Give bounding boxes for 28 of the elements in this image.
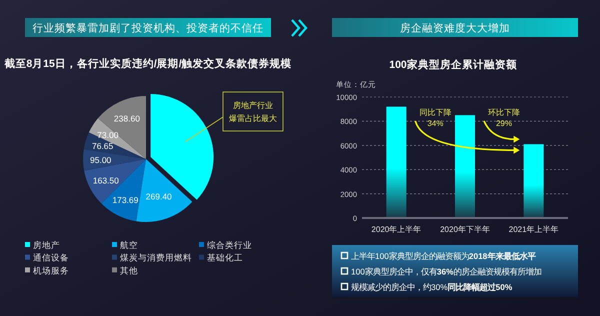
chart-title: 房企融资难度大大增加 bbox=[400, 22, 510, 34]
legend-label: 房地产 bbox=[33, 240, 60, 250]
text: 房地产行业爆雷占比最大 bbox=[229, 101, 277, 123]
chart-subtitle: 100家典型房企累计融资额 bbox=[389, 58, 518, 71]
data-label: 269.40 bbox=[146, 191, 172, 202]
chart-subtitle: 截至8月15日，各行业实质违约/展期/触发交叉条款债券规模 bbox=[3, 57, 292, 70]
x-tick-label: 2020年上半年 bbox=[371, 225, 422, 234]
data-label: 95.00 bbox=[90, 155, 112, 166]
annotation: 同比下降 34% bbox=[419, 108, 452, 128]
legend-label: 通信设备 bbox=[33, 252, 69, 263]
chart-title: 行业频繁暴雷加剧了投资机构、投资者的不信任 bbox=[32, 22, 264, 34]
data-label: 76.65 bbox=[92, 141, 114, 152]
data-label: 238.60 bbox=[114, 113, 140, 124]
x-tick-label: 2020年下半年 bbox=[440, 225, 490, 234]
legend-label: 其他 bbox=[120, 265, 138, 276]
x-tick-label: 2021年上半年 bbox=[508, 225, 559, 234]
legend-label: 航空 bbox=[120, 240, 138, 250]
text: 上半年100家典型房企的融资额为2018年来最低水平 bbox=[351, 251, 536, 261]
data-label: 73.00 bbox=[97, 130, 119, 140]
legend-label: 机场服务 bbox=[33, 265, 69, 276]
text: 规模减少的房企中，约30%同比降幅超过50% bbox=[351, 282, 513, 292]
legend-label: 综合类行业 bbox=[207, 240, 252, 250]
legend-label: 基础化工 bbox=[207, 252, 243, 263]
data-label: 173.69 bbox=[112, 194, 139, 205]
data-label: 163.50 bbox=[92, 176, 120, 186]
legend-label: 煤炭与消费用燃料 bbox=[120, 252, 192, 263]
text: 100家典型房企中，仅有36%的房企融资规模有所增加 bbox=[351, 266, 542, 276]
annotation: 环比下降 29% bbox=[488, 108, 520, 128]
